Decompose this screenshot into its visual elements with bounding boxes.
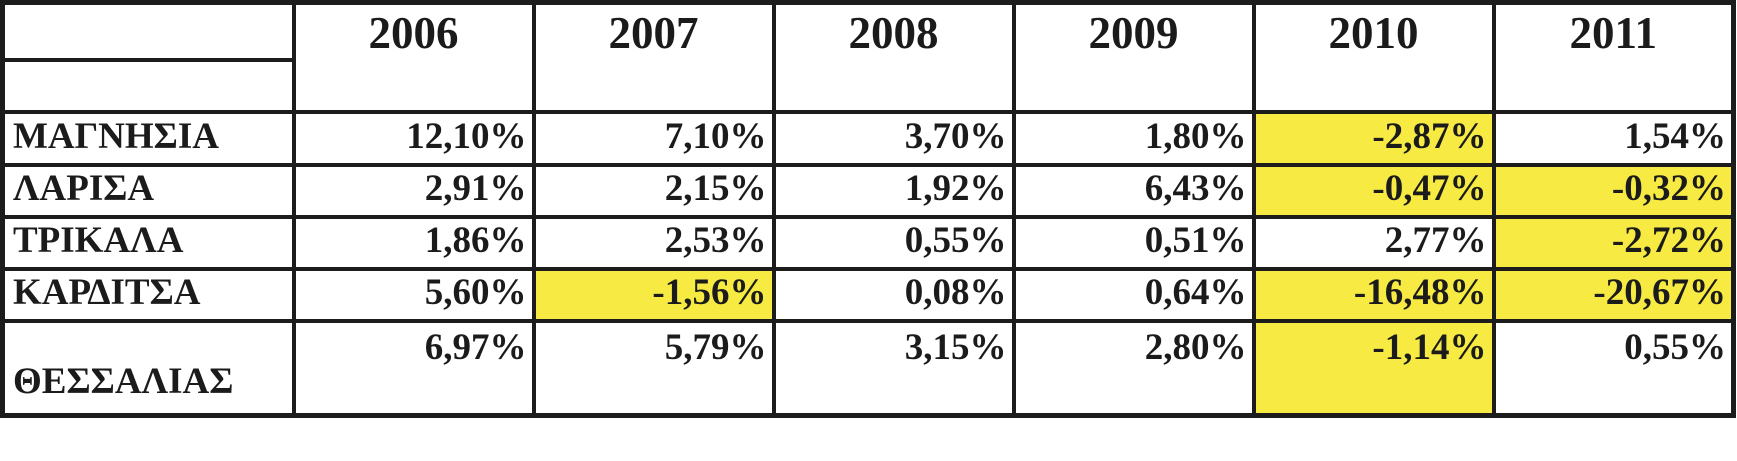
value-cell: 2,91% [291, 162, 536, 219]
value-cell: 6,97% [291, 318, 536, 418]
value-cell: -2,72% [1491, 214, 1736, 271]
value-cell: 5,79% [531, 318, 776, 418]
value-cell: -20,67% [1491, 266, 1736, 323]
row-label: ΜΑΓΝΗΣΙΑ [0, 109, 296, 167]
annual-percentage-table: 2006 2007 2008 2009 2010 2011 ΜΑΓΝΗΣΙΑ 12,10% 7… [0, 0, 1736, 418]
value-cell: 0,64% [1011, 266, 1256, 323]
value-cell: 7,10% [531, 109, 776, 167]
value-cell: 2,80% [1011, 318, 1256, 418]
value-cell: 5,60% [291, 266, 536, 323]
year-header: 2008 [771, 0, 1016, 114]
value-cell: 0,51% [1011, 214, 1256, 271]
year-header: 2007 [531, 0, 776, 114]
table-row: ΛΑΡΙΣΑ 2,91% 2,15% 1,92% 6,43% -0,47% -0,32% [0, 162, 1736, 219]
table-row: ΚΑΡΔΙΤΣΑ 5,60% -1,56% 0,08% 0,64% -16,48% -20,… [0, 266, 1736, 323]
header-row-top: 2006 2007 2008 2009 2010 2011 [0, 0, 1736, 114]
value-cell: 6,43% [1011, 162, 1256, 219]
row-label: ΛΑΡΙΣΑ [0, 162, 296, 219]
header-row-bottom [0, 57, 1734, 114]
corner-cell-bottom [0, 57, 296, 114]
corner-cell-top [0, 0, 296, 62]
row-label: ΘΕΣΣΑΛΙΑΣ [0, 318, 296, 418]
row-label: ΤΡΙΚΑΛΑ [0, 214, 296, 271]
value-cell: 12,10% [291, 109, 536, 167]
table-row: ΜΑΓΝΗΣΙΑ 12,10% 7,10% 3,70% 1,80% -2,87% 1,54% [0, 109, 1736, 167]
value-cell: 1,92% [771, 162, 1016, 219]
table-row: ΤΡΙΚΑΛΑ 1,86% 2,53% 0,55% 0,51% 2,77% -2,72% [0, 214, 1736, 271]
value-cell: -0,32% [1491, 162, 1736, 219]
value-cell: -1,14% [1251, 318, 1496, 418]
year-header: 2011 [1491, 0, 1736, 114]
value-cell: 1,80% [1011, 109, 1256, 167]
value-cell: -0,47% [1251, 162, 1496, 219]
value-cell: 0,55% [1491, 318, 1736, 418]
value-cell: -2,87% [1251, 109, 1496, 167]
value-cell: 2,77% [1251, 214, 1496, 271]
value-cell: 1,86% [291, 214, 536, 271]
year-header: 2006 [291, 0, 536, 114]
year-header: 2010 [1251, 0, 1496, 114]
value-cell: 0,08% [771, 266, 1016, 323]
value-cell: 0,55% [771, 214, 1016, 271]
table-row: ΘΕΣΣΑΛΙΑΣ 6,97% 5,79% 3,15% 2,80% -1,14% 0,55% [0, 318, 1736, 418]
value-cell: 3,70% [771, 109, 1016, 167]
row-label: ΚΑΡΔΙΤΣΑ [0, 266, 296, 323]
value-cell: -1,56% [531, 266, 776, 323]
value-cell: -16,48% [1251, 266, 1496, 323]
value-cell: 1,54% [1491, 109, 1736, 167]
year-header: 2009 [1011, 0, 1256, 114]
value-cell: 2,53% [531, 214, 776, 271]
value-cell: 3,15% [771, 318, 1016, 418]
value-cell: 2,15% [531, 162, 776, 219]
